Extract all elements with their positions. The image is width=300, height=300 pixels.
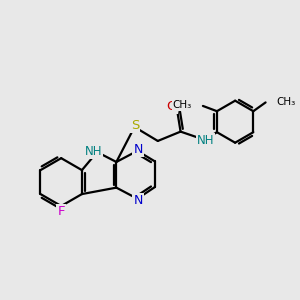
- Text: NH: NH: [197, 134, 214, 147]
- Text: S: S: [131, 119, 139, 132]
- Text: CH₃: CH₃: [172, 100, 192, 110]
- Text: O: O: [167, 100, 177, 113]
- Text: F: F: [58, 205, 65, 218]
- Text: CH₃: CH₃: [277, 97, 296, 107]
- Text: NH: NH: [85, 145, 102, 158]
- Text: N: N: [133, 142, 142, 156]
- Text: N: N: [133, 194, 142, 207]
